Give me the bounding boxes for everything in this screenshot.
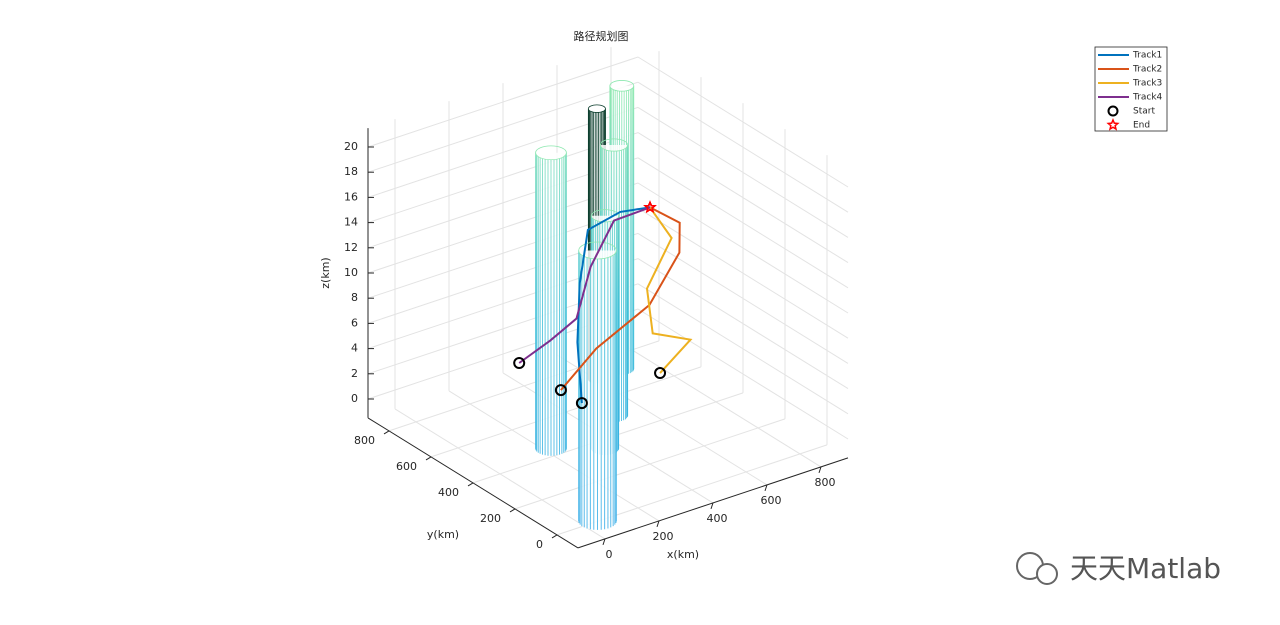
grid-line (637, 283, 849, 415)
z-tick-label: 10 (344, 266, 358, 279)
start-marker (575, 397, 588, 410)
x-tick (710, 502, 714, 510)
legend-label: Track1 (1132, 51, 1162, 61)
x-tick-label: 200 (653, 530, 674, 543)
grid-line (637, 132, 849, 264)
grid-line (637, 157, 849, 289)
x-tick (656, 520, 660, 528)
grid-line (514, 418, 786, 510)
chart-title: 路径规划图 (574, 29, 629, 43)
grid-line (637, 207, 849, 339)
grid-line (637, 81, 849, 213)
end-marker (643, 200, 657, 214)
x-tick (818, 466, 822, 474)
legend-label: End (1133, 121, 1150, 131)
z-tick-label: 2 (351, 367, 358, 380)
y-tick-label: 200 (480, 512, 501, 525)
obstacle (578, 241, 617, 530)
z-tick-label: 14 (344, 216, 358, 229)
legend-marker (1107, 105, 1119, 117)
y-tick (425, 456, 432, 461)
legend-label: Track2 (1132, 65, 1162, 75)
y-axis-label: y(km) (427, 528, 459, 541)
obstacle-top (587, 104, 606, 113)
track-line (518, 206, 651, 364)
z-tick-label: 8 (351, 291, 358, 304)
grid-line (367, 56, 639, 148)
start-marker (513, 357, 526, 369)
x-tick-label: 800 (815, 476, 836, 489)
z-axis-label: z(km) (319, 257, 332, 288)
z-tick-label: 16 (344, 190, 358, 203)
grid-line (637, 258, 849, 390)
y-tick (509, 508, 516, 513)
legend-box (1094, 46, 1168, 132)
obstacle-top (599, 138, 629, 152)
z-tick-label: 18 (344, 165, 358, 178)
legend-label: Track3 (1132, 79, 1162, 89)
watermark-text: 天天Matlab (1070, 552, 1221, 585)
obstacle-top (590, 209, 620, 223)
y-tick-label: 600 (396, 460, 417, 473)
grid-line (637, 308, 849, 440)
x-axis-label: x(km) (667, 548, 699, 561)
legend-label: Track4 (1132, 93, 1163, 103)
z-tick-label: 20 (344, 140, 358, 153)
legend-marker (1106, 118, 1120, 131)
grid-line (637, 56, 849, 188)
y-tick-label: 0 (536, 538, 543, 551)
y-tick (467, 482, 474, 487)
start-marker (554, 384, 567, 397)
grid-line (637, 106, 849, 238)
track-line (576, 206, 651, 404)
z-tick-label: 12 (344, 241, 358, 254)
x-tick-label: 400 (707, 512, 728, 525)
y-tick-label: 400 (438, 486, 459, 499)
z-tick-label: 0 (351, 392, 358, 405)
grid-line (637, 232, 849, 364)
obstacle-top (609, 80, 635, 92)
obstacle-top (578, 241, 617, 260)
track-line (560, 206, 681, 391)
y-tick (551, 534, 558, 539)
legend-label: Start (1133, 107, 1155, 117)
z-tick-label: 4 (351, 342, 358, 355)
start-marker (654, 367, 667, 380)
y-tick (383, 430, 390, 435)
x-tick-label: 600 (761, 494, 782, 507)
y-tick-label: 800 (354, 434, 375, 447)
wechat-icon (1036, 563, 1058, 585)
track-line (645, 206, 693, 374)
z-tick-label: 6 (351, 316, 358, 329)
watermark: 天天Matlab (1016, 552, 1221, 585)
grid-line (367, 81, 639, 173)
obstacle (535, 145, 567, 456)
legend: Track1 Track2 Track3 Track4 Start End (1094, 46, 1168, 132)
x-tick (764, 484, 768, 492)
x-tick-label: 0 (606, 548, 613, 561)
x-tick (602, 538, 606, 546)
grid-line (637, 182, 849, 314)
obstacle-top (535, 145, 567, 161)
